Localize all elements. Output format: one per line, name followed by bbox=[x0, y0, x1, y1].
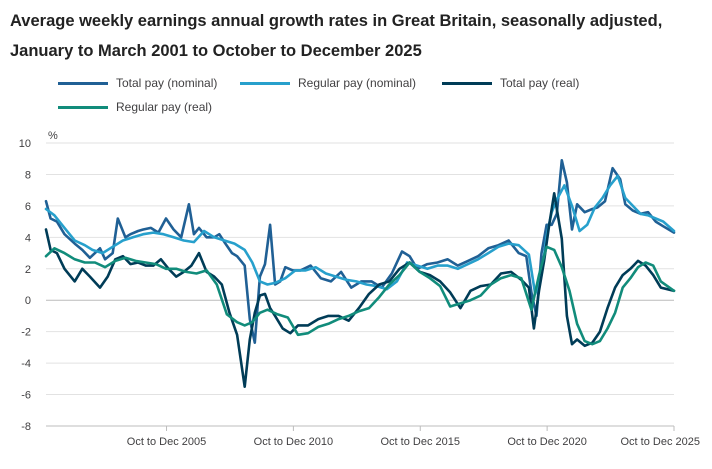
y-tick-label: -6 bbox=[21, 390, 31, 402]
y-tick-label: -4 bbox=[21, 358, 31, 370]
legend-label: Regular pay (real) bbox=[116, 100, 213, 114]
y-tick-label: 8 bbox=[25, 169, 31, 181]
legend-swatch-regular-pay-real bbox=[58, 105, 108, 109]
series-lines bbox=[44, 159, 676, 389]
legend-label: Regular pay (nominal) bbox=[298, 76, 417, 90]
legend-item-total-pay-nominal[interactable]: Total pay (nominal) bbox=[58, 76, 217, 90]
legend-swatch-total-pay-nominal bbox=[58, 81, 108, 85]
y-tick-label: 10 bbox=[19, 138, 31, 150]
chart-title: Average weekly earnings annual growth ra… bbox=[10, 12, 663, 60]
legend-item-regular-pay-real[interactable]: Regular pay (real) bbox=[58, 100, 212, 114]
legend-swatch-total-pay-real bbox=[442, 81, 492, 85]
x-tick-label: Oct to Dec 2020 bbox=[507, 436, 587, 448]
grid-lines bbox=[46, 142, 674, 427]
series-line-regular-pay-real bbox=[44, 245, 676, 346]
series-line-regular-pay-nominal bbox=[44, 174, 676, 296]
series-line-total-pay-nominal bbox=[44, 159, 676, 345]
x-tick-label: Oct to Dec 2010 bbox=[254, 436, 334, 448]
x-tick-label: Oct to Dec 2015 bbox=[381, 436, 461, 448]
x-tick-label: Oct to Dec 2025 bbox=[621, 436, 701, 448]
y-tick-label: 6 bbox=[25, 201, 31, 213]
legend-swatch-regular-pay-nominal bbox=[240, 81, 290, 85]
legend-item-regular-pay-nominal[interactable]: Regular pay (nominal) bbox=[240, 76, 416, 90]
x-tick-label: Oct to Dec 2005 bbox=[127, 436, 207, 448]
y-tick-label: 0 bbox=[25, 295, 31, 307]
axes: -8 -6 -4 -2 0 2 4 6 8 10% Oct to Dec 2005 Oct to De… bbox=[19, 130, 700, 448]
y-tick-label: 4 bbox=[25, 232, 31, 244]
legend-item-total-pay-real[interactable]: Total pay (real) bbox=[442, 76, 579, 90]
y-axis-unit: % bbox=[48, 130, 58, 142]
y-tick-label: -2 bbox=[21, 327, 31, 339]
series-line-total-pay-real bbox=[44, 192, 676, 389]
legend-label: Total pay (nominal) bbox=[116, 76, 218, 90]
y-tick-label: -8 bbox=[21, 421, 31, 433]
legend-label: Total pay (real) bbox=[500, 76, 580, 90]
y-tick-label: 2 bbox=[25, 264, 31, 276]
